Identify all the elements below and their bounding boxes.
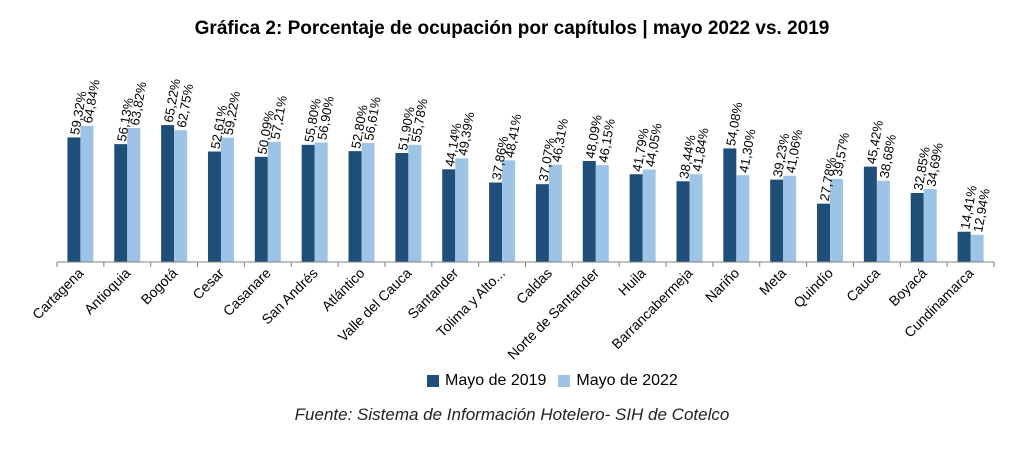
legend: Mayo de 2019 Mayo de 2022 <box>427 372 684 390</box>
value-label-2022: 41,84% <box>689 126 712 172</box>
bar-2019 <box>489 182 503 262</box>
bar-2019 <box>161 125 175 263</box>
value-label-2022: 59,22% <box>221 90 244 136</box>
legend-label-2019: Mayo de 2019 <box>445 372 547 389</box>
value-label-2022: 49,39% <box>455 110 478 156</box>
bar-2019 <box>910 193 924 262</box>
bar-2022 <box>408 144 422 262</box>
category-label: Meta <box>756 265 789 298</box>
bar-2019 <box>207 151 221 262</box>
category-label: Boyacá <box>886 265 930 309</box>
legend-swatch-2022 <box>558 375 571 387</box>
bar-2022 <box>80 125 94 262</box>
category-label: Cesar <box>189 265 227 303</box>
bar-2019 <box>535 184 549 262</box>
category-label: Huila <box>615 265 649 299</box>
source-note: Fuente: Sistema de Información Hotelero-… <box>294 405 730 424</box>
bar-2022 <box>267 141 281 262</box>
bar-2019 <box>395 153 409 262</box>
bar-2022 <box>970 234 984 262</box>
bar-2022 <box>314 142 328 262</box>
legend-swatch-2019 <box>427 375 439 387</box>
bar-2019 <box>863 166 877 262</box>
value-label-2022: 39,57% <box>830 131 853 177</box>
value-label-2022: 56,61% <box>361 95 384 141</box>
bar-2019 <box>770 179 784 262</box>
bar-2022 <box>361 143 375 262</box>
bar-2022 <box>830 178 844 262</box>
value-label-2022: 57,21% <box>268 94 291 140</box>
bar-2019 <box>254 156 268 262</box>
bar-2019 <box>676 181 690 262</box>
bar-2022 <box>548 164 562 262</box>
value-label-2022: 48,41% <box>502 112 525 158</box>
bar-2022 <box>923 189 937 262</box>
bar-2022 <box>502 160 516 262</box>
bar-2022 <box>127 127 141 262</box>
bar-2019 <box>817 203 831 262</box>
value-label-2022: 63,82% <box>127 80 150 126</box>
legend-item-2022: Mayo de 2022 <box>558 372 678 390</box>
bar-2022 <box>220 137 234 262</box>
bar-2022 <box>783 175 797 262</box>
bar-2019 <box>442 169 456 262</box>
bar-2022 <box>736 175 750 262</box>
axis-layer <box>56 261 995 267</box>
bar-2019 <box>582 161 596 262</box>
value-label-2022: 55,78% <box>408 97 431 143</box>
category-label: Cartagena <box>29 265 87 323</box>
bar-2022 <box>455 158 469 262</box>
category-label: Bogotá <box>138 265 181 308</box>
category-label: Caldas <box>513 265 555 307</box>
bar-2019 <box>629 174 643 262</box>
bar-2019 <box>301 144 315 262</box>
bar-2019 <box>957 231 971 262</box>
category-label: Nariño <box>702 265 743 306</box>
bar-2022 <box>876 180 890 262</box>
value-labels-layer: 59,32%64,84% 56,13%63,82% 65,22%62,75% 52,6… <box>67 77 993 233</box>
bar-2019 <box>67 137 81 262</box>
bars-layer <box>67 125 984 263</box>
category-label: Norte de Santander <box>504 265 602 363</box>
value-label-2022: 64,84% <box>80 78 103 124</box>
bar-2022 <box>174 130 188 262</box>
bar-2022 <box>595 165 609 262</box>
legend-item-2019: Mayo de 2019 <box>427 372 546 390</box>
legend-label-2022: Mayo de 2022 <box>576 372 678 389</box>
bar-2019 <box>723 148 737 262</box>
category-label: Cauca <box>843 265 883 305</box>
category-label: Quindío <box>790 265 836 311</box>
chart-title: Gráfica 2: Porcentaje de ocupación por c… <box>194 18 830 39</box>
category-label: Antioquia <box>81 265 134 318</box>
category-label: Barrancabermeja <box>608 265 695 352</box>
bar-2022 <box>642 169 656 262</box>
value-label-2022: 46,31% <box>549 117 572 163</box>
bar-2019 <box>348 151 362 262</box>
bar-2022 <box>689 174 703 262</box>
bar-2019 <box>114 144 128 262</box>
